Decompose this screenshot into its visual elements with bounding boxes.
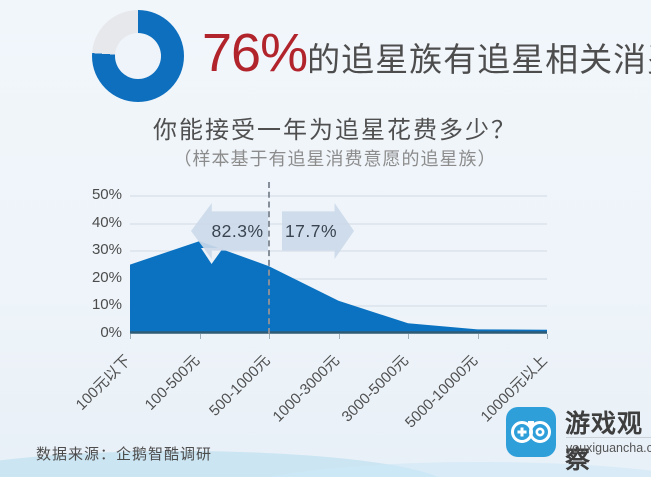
x-axis-tick (199, 334, 201, 339)
donut-chart (92, 10, 184, 102)
logo-name: 游戏观察 (565, 410, 644, 474)
gamepad-icon (511, 421, 551, 443)
x-axis-tick (547, 334, 548, 339)
chart-title: 你能接受一年为追星花费多少？ (153, 117, 517, 144)
x-axis-tick (269, 334, 270, 339)
x-axis-tick (130, 334, 131, 339)
y-axis-label: 20% (91, 268, 122, 286)
x-axis-label: 100-500元 (142, 352, 204, 414)
chart-subtitle: （样本基于有追星消费意愿的追星族） (173, 149, 497, 169)
x-axis-label: 1000-3000元 (269, 352, 343, 426)
split-dashed-line (268, 182, 270, 334)
x-axis-tick (477, 334, 479, 339)
x-axis-tick (338, 334, 340, 339)
logo-url: youxiguancha.com (566, 441, 651, 455)
y-axis-label: 30% (91, 241, 122, 259)
y-axis-label: 50% (91, 186, 122, 203)
stat-text: 的追星族有追星相关消费 (307, 41, 651, 78)
area-series (130, 241, 547, 333)
left-share-label: 82.3% (211, 221, 264, 241)
x-axis-tick (408, 334, 409, 339)
y-axis-label: 40% (91, 213, 122, 231)
data-source: 数据来源：企鹅智酷调研 (36, 446, 213, 463)
x-axis-label: 100元以下 (72, 352, 135, 414)
logo (506, 407, 556, 457)
right-share-label: 17.7% (284, 221, 338, 241)
stat-value: 76% (202, 23, 308, 83)
donut-hole (115, 33, 161, 79)
x-axis-label: 500-1000元 (205, 352, 274, 420)
gridline (130, 277, 547, 280)
y-axis-label: 0% (100, 324, 122, 341)
x-axis-label: 5000-10000元 (402, 352, 482, 432)
area-series-svg (130, 241, 547, 334)
y-axis-label: 10% (91, 296, 122, 314)
gridline (130, 195, 547, 197)
headline: 76% 的追星族有追星相关消费 (202, 22, 651, 84)
logo-divider (566, 437, 651, 438)
